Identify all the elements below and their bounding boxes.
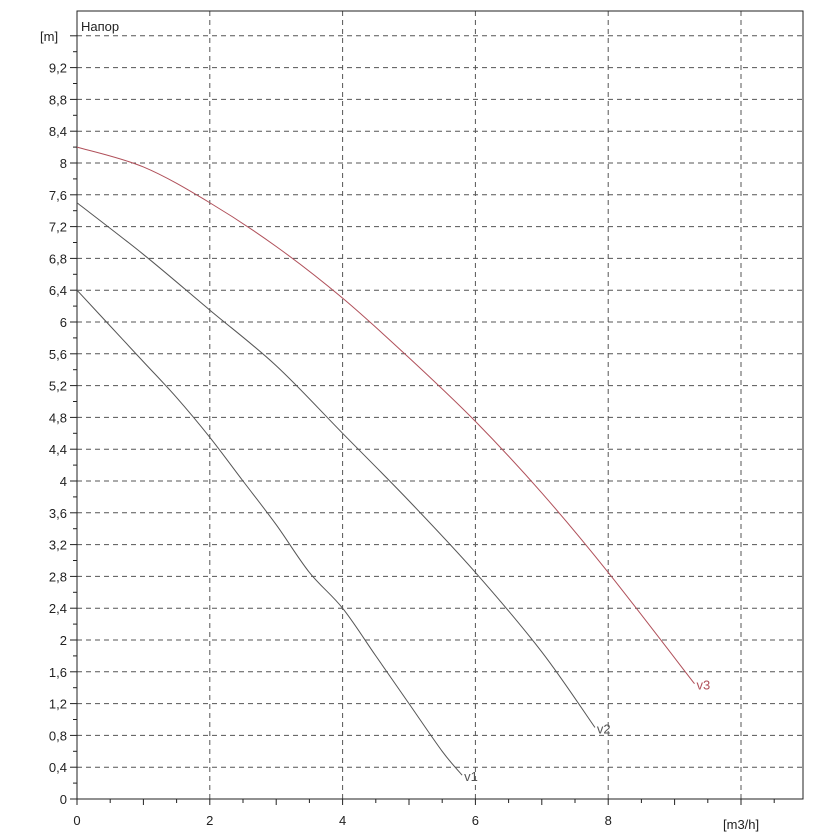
- y-tick-label: 4: [60, 474, 67, 489]
- series-label-v2: v2: [597, 721, 611, 736]
- x-tick-label: 8: [605, 813, 612, 828]
- series-label-v1: v1: [464, 769, 478, 784]
- y-axis-unit: [m]: [40, 29, 58, 44]
- plot-frame: [76, 10, 804, 800]
- y-tick-label: 1,2: [49, 697, 67, 712]
- y-tick-label: 6,4: [49, 283, 67, 298]
- y-tick-label: 0: [60, 792, 67, 807]
- x-tick-label: 6: [472, 813, 479, 828]
- y-tick-label: 2,8: [49, 569, 67, 584]
- curve-v1: [76, 289, 463, 776]
- y-tick-label: 0,8: [49, 728, 67, 743]
- y-tick-label: 8,4: [49, 124, 67, 139]
- y-tick-label: 7,6: [49, 188, 67, 203]
- y-tick-label: 7,2: [49, 220, 67, 235]
- y-tick-label: 3,2: [49, 538, 67, 553]
- y-tick-label: 6: [60, 315, 67, 330]
- x-tick-label: 4: [339, 813, 346, 828]
- axis-ticks: [70, 35, 775, 805]
- curve-v3: [76, 146, 695, 685]
- y-tick-label: 9,2: [49, 61, 67, 76]
- y-tick-label: 3,6: [49, 506, 67, 521]
- curve-v2: [76, 202, 596, 728]
- y-tick-label: 0,4: [49, 760, 67, 775]
- curves: v1 v2 v3: [76, 146, 711, 784]
- series-label-v3: v3: [697, 678, 711, 693]
- x-tick-label: 2: [206, 813, 213, 828]
- grid-lines: [77, 11, 803, 799]
- y-tick-label: 6,8: [49, 251, 67, 266]
- y-tick-label: 5,6: [49, 347, 67, 362]
- y-tick-label: 2,4: [49, 601, 67, 616]
- y-tick-label: 2: [60, 633, 67, 648]
- x-tick-label: 0: [73, 813, 80, 828]
- y-tick-label: 8: [60, 156, 67, 171]
- x-tick-labels: 0 2 4 6 8: [73, 813, 611, 828]
- x-axis-unit: [m3/h]: [723, 817, 759, 832]
- y-tick-label: 4,4: [49, 442, 67, 457]
- y-tick-labels: 0 0,4 0,8 1,2 1,6 2 2,4 2,8 3,2 3,6 4 4,4 4,8 5,2 5,6 6…: [49, 61, 67, 807]
- y-tick-label: 4,8: [49, 410, 67, 425]
- chart-title: Напор: [81, 19, 119, 34]
- y-tick-label: 8,8: [49, 92, 67, 107]
- y-tick-label: 1,6: [49, 665, 67, 680]
- y-tick-label: 5,2: [49, 379, 67, 394]
